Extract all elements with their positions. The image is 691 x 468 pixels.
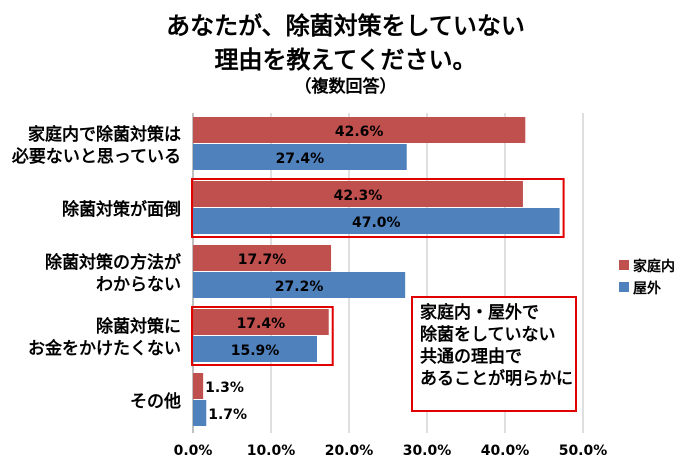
x-tick-label: 30.0% bbox=[403, 443, 452, 459]
data-label: 27.4% bbox=[276, 151, 325, 167]
data-label: 42.3% bbox=[334, 188, 383, 204]
bar-outdoor bbox=[193, 400, 207, 426]
category-label: わからない bbox=[96, 275, 181, 295]
annotation-text: あることが明らかに bbox=[420, 368, 573, 389]
legend-label: 家庭内 bbox=[633, 258, 675, 275]
bar-outdoor bbox=[193, 272, 406, 298]
annotation-box bbox=[411, 296, 577, 412]
bar-home bbox=[193, 309, 329, 335]
data-label: 1.7% bbox=[208, 407, 247, 423]
category-label: その他 bbox=[130, 391, 181, 412]
annotation-text: 除菌をしていない bbox=[420, 324, 556, 345]
x-tick-label: 40.0% bbox=[481, 443, 530, 459]
data-label: 17.4% bbox=[237, 316, 286, 332]
x-tick-label: 0.0% bbox=[174, 443, 213, 459]
legend-swatch bbox=[619, 282, 629, 292]
bar-home bbox=[193, 181, 523, 207]
category-label: 除菌対策が面倒 bbox=[62, 199, 181, 220]
data-label: 17.7% bbox=[238, 252, 287, 268]
data-label: 47.0% bbox=[352, 215, 401, 231]
bar-outdoor bbox=[193, 208, 560, 234]
chart-title-line1: あなたが、除菌対策をしていない bbox=[166, 12, 525, 40]
bar-outdoor bbox=[193, 144, 407, 170]
legend-label: 屋外 bbox=[633, 280, 661, 297]
annotation-text: 共通の理由で bbox=[420, 346, 522, 367]
annotation-text: 家庭内・屋外で bbox=[420, 302, 539, 323]
bar-home bbox=[193, 245, 332, 271]
data-label: 27.2% bbox=[275, 279, 324, 295]
x-tick-label: 50.0% bbox=[559, 443, 608, 459]
category-label: 除菌対策の方法が bbox=[45, 252, 181, 273]
chart-title-line2: 理由を教えてください。 bbox=[214, 46, 477, 74]
category-label: 除菌対策に bbox=[96, 316, 181, 337]
category-label: お金をかけたくない bbox=[28, 338, 181, 359]
highlight-box bbox=[191, 306, 334, 366]
data-label: 15.9% bbox=[231, 343, 280, 359]
x-tick-label: 10.0% bbox=[247, 443, 296, 459]
legend-swatch bbox=[619, 260, 629, 270]
category-label: 家庭内で除菌対策は bbox=[28, 124, 181, 145]
bar-home bbox=[193, 373, 204, 399]
bar-home bbox=[193, 117, 526, 143]
data-label: 1.3% bbox=[205, 380, 244, 396]
category-label: 必要ないと思っている bbox=[11, 146, 181, 167]
bar-outdoor bbox=[193, 336, 318, 362]
data-label: 42.6% bbox=[335, 124, 384, 140]
chart-subtitle: （複数回答） bbox=[294, 77, 397, 97]
highlight-box bbox=[191, 178, 565, 238]
x-tick-label: 20.0% bbox=[325, 443, 374, 459]
